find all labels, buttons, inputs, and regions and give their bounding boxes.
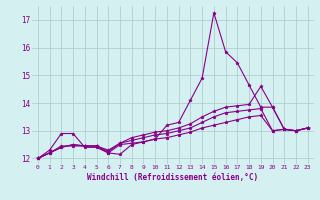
X-axis label: Windchill (Refroidissement éolien,°C): Windchill (Refroidissement éolien,°C) [87,173,258,182]
